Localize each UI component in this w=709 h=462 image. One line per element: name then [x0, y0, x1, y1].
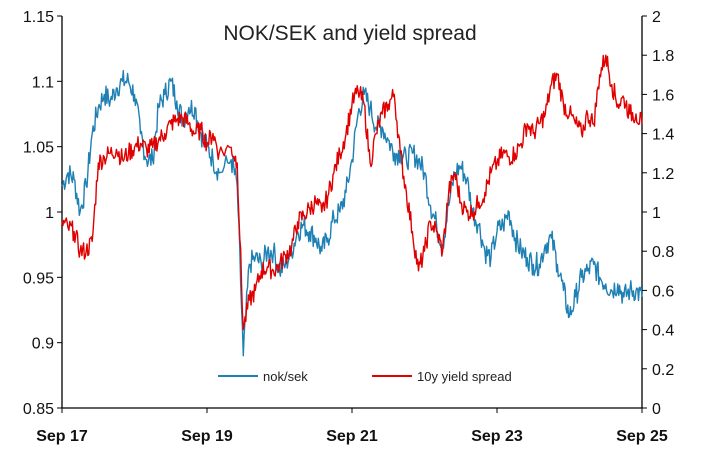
x-tick-label: Sep 17	[36, 428, 88, 445]
left-tick-label: 0.9	[32, 336, 54, 353]
series-layer	[61, 54, 643, 357]
x-tick-label: Sep 21	[326, 428, 378, 445]
legend-label-nok-sek: nok/sek	[263, 369, 308, 384]
left-tick-label: 1	[45, 205, 54, 222]
right-tick-label: 2	[652, 9, 661, 26]
legend: nok/sek 10y yield spread	[218, 369, 512, 384]
right-tick-label: 1.2	[652, 166, 674, 183]
legend-label-10y-yield-spread: 10y yield spread	[417, 369, 512, 384]
series-line-10y-yield-spread	[61, 54, 643, 331]
left-tick-label: 1.05	[23, 140, 54, 157]
right-tick-label: 0.2	[652, 362, 674, 379]
x-axis: Sep 17 Sep 19 Sep 21 Sep 23 Sep 25	[36, 407, 668, 445]
left-tick-label: 0.85	[23, 401, 54, 418]
right-tick-label: 1.4	[652, 127, 674, 144]
left-tick-label: 0.95	[23, 270, 54, 287]
x-tick-label: Sep 19	[181, 428, 233, 445]
right-tick-label: 1.8	[652, 48, 674, 65]
left-tick-label: 1.15	[23, 9, 54, 26]
right-tick-label: 0.4	[652, 323, 674, 340]
left-y-axis: 0.85 0.9 0.95 1 1.05 1.1 1.15	[23, 9, 63, 418]
right-tick-label: 0	[652, 401, 661, 418]
right-tick-label: 0.8	[652, 244, 674, 261]
right-tick-label: 1	[652, 205, 661, 222]
right-tick-label: 0.6	[652, 283, 674, 300]
right-y-axis: 0 0.2 0.4 0.6 0.8 1 1.2 1.4 1.6 1.8 2	[641, 9, 674, 418]
series-line-nok-sek	[61, 69, 643, 357]
x-tick-label: Sep 25	[616, 428, 668, 445]
chart-title: NOK/SEK and yield spread	[223, 22, 476, 45]
right-tick-label: 1.6	[652, 87, 674, 104]
left-tick-label: 1.1	[32, 74, 54, 91]
x-tick-label: Sep 23	[471, 428, 523, 445]
